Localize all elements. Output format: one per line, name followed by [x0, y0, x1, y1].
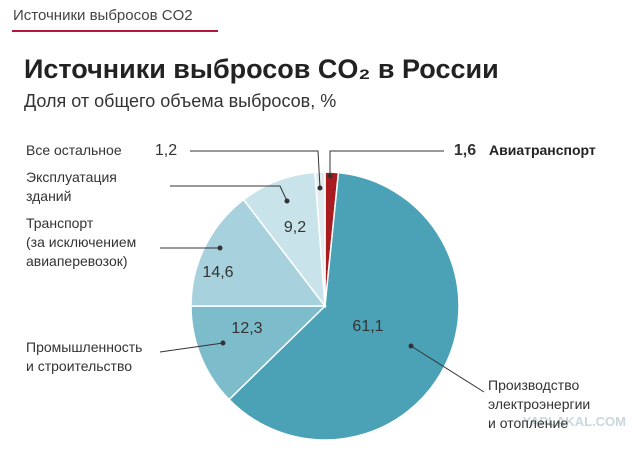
watermark: YAPLAKAL.COM: [522, 414, 626, 429]
legend-label: Авиатранспорт: [489, 142, 596, 158]
leader-dot: [317, 185, 323, 191]
legend-label: Производство электроэнергии и отопление: [488, 377, 591, 431]
pie: [190, 171, 460, 441]
pie-slice: [190, 198, 327, 307]
leader-dots: [217, 173, 414, 349]
pie-slice: [228, 171, 460, 441]
leader-line: [170, 185, 288, 202]
leader-dot: [327, 173, 333, 179]
pie-slice: [242, 171, 326, 309]
pie-slice: [314, 171, 326, 307]
tab-title: Источники выбросов CO2: [13, 7, 193, 24]
data-label: 14,6: [202, 264, 234, 281]
leader-line: [410, 345, 485, 393]
leader-dot: [220, 340, 226, 346]
legend-label: Транспорт (за исключением авиаперевозок): [26, 215, 137, 269]
leaders: [159, 150, 485, 393]
leader-line: [159, 342, 224, 353]
data-label: 1,6: [453, 142, 477, 159]
data-label: 12,3: [231, 320, 263, 337]
data-label: 61,1: [352, 318, 384, 335]
chart-subtitle: Доля от общего объема выбросов, %: [24, 91, 337, 111]
leader-line: [329, 150, 444, 176]
pie-slice: [190, 305, 327, 401]
leader-line: [190, 150, 321, 189]
legend-label: Промышленность и строительство: [26, 339, 143, 374]
leader-dot: [284, 198, 290, 204]
data-label: 9,2: [283, 219, 307, 236]
chart-title: Источники выбросов CO₂ в России: [24, 54, 499, 84]
legend-label: Эксплуатация зданий: [26, 169, 117, 204]
leader-dot: [217, 245, 223, 251]
legend-label: Все остальное: [26, 142, 122, 158]
leader-dot: [408, 343, 414, 349]
data-label: 1,2: [154, 142, 178, 159]
